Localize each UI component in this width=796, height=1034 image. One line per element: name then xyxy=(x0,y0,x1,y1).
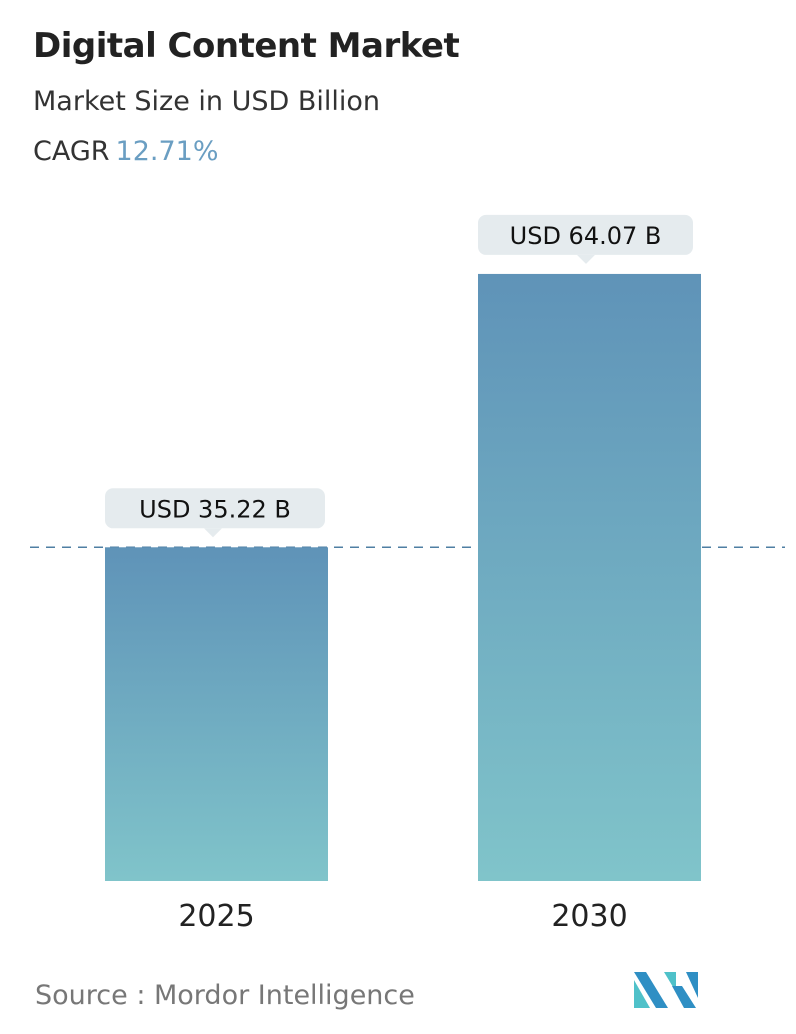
data-label: USD 64.07 B xyxy=(510,222,662,250)
bar-2025 xyxy=(105,547,328,881)
cagr-label: CAGR xyxy=(33,136,110,167)
cagr: CAGR 12.71% xyxy=(33,136,218,167)
chart-title: Digital Content Market xyxy=(33,26,460,66)
data-label-box xyxy=(478,214,693,255)
data-label-box xyxy=(105,488,325,529)
chart-subtitle: Market Size in USD Billion xyxy=(33,86,381,117)
data-label: USD 35.22 B xyxy=(139,495,291,523)
mordor-logo xyxy=(634,972,698,1008)
bar-2030 xyxy=(478,273,701,881)
source-text: Source : Mordor Intelligence xyxy=(35,980,415,1011)
x-tick-label: 2030 xyxy=(551,899,627,934)
data-label-pointer xyxy=(204,528,222,538)
x-tick-label: 2025 xyxy=(178,899,254,934)
data-label-pointer xyxy=(577,254,595,264)
cagr-value: 12.71% xyxy=(115,136,219,167)
